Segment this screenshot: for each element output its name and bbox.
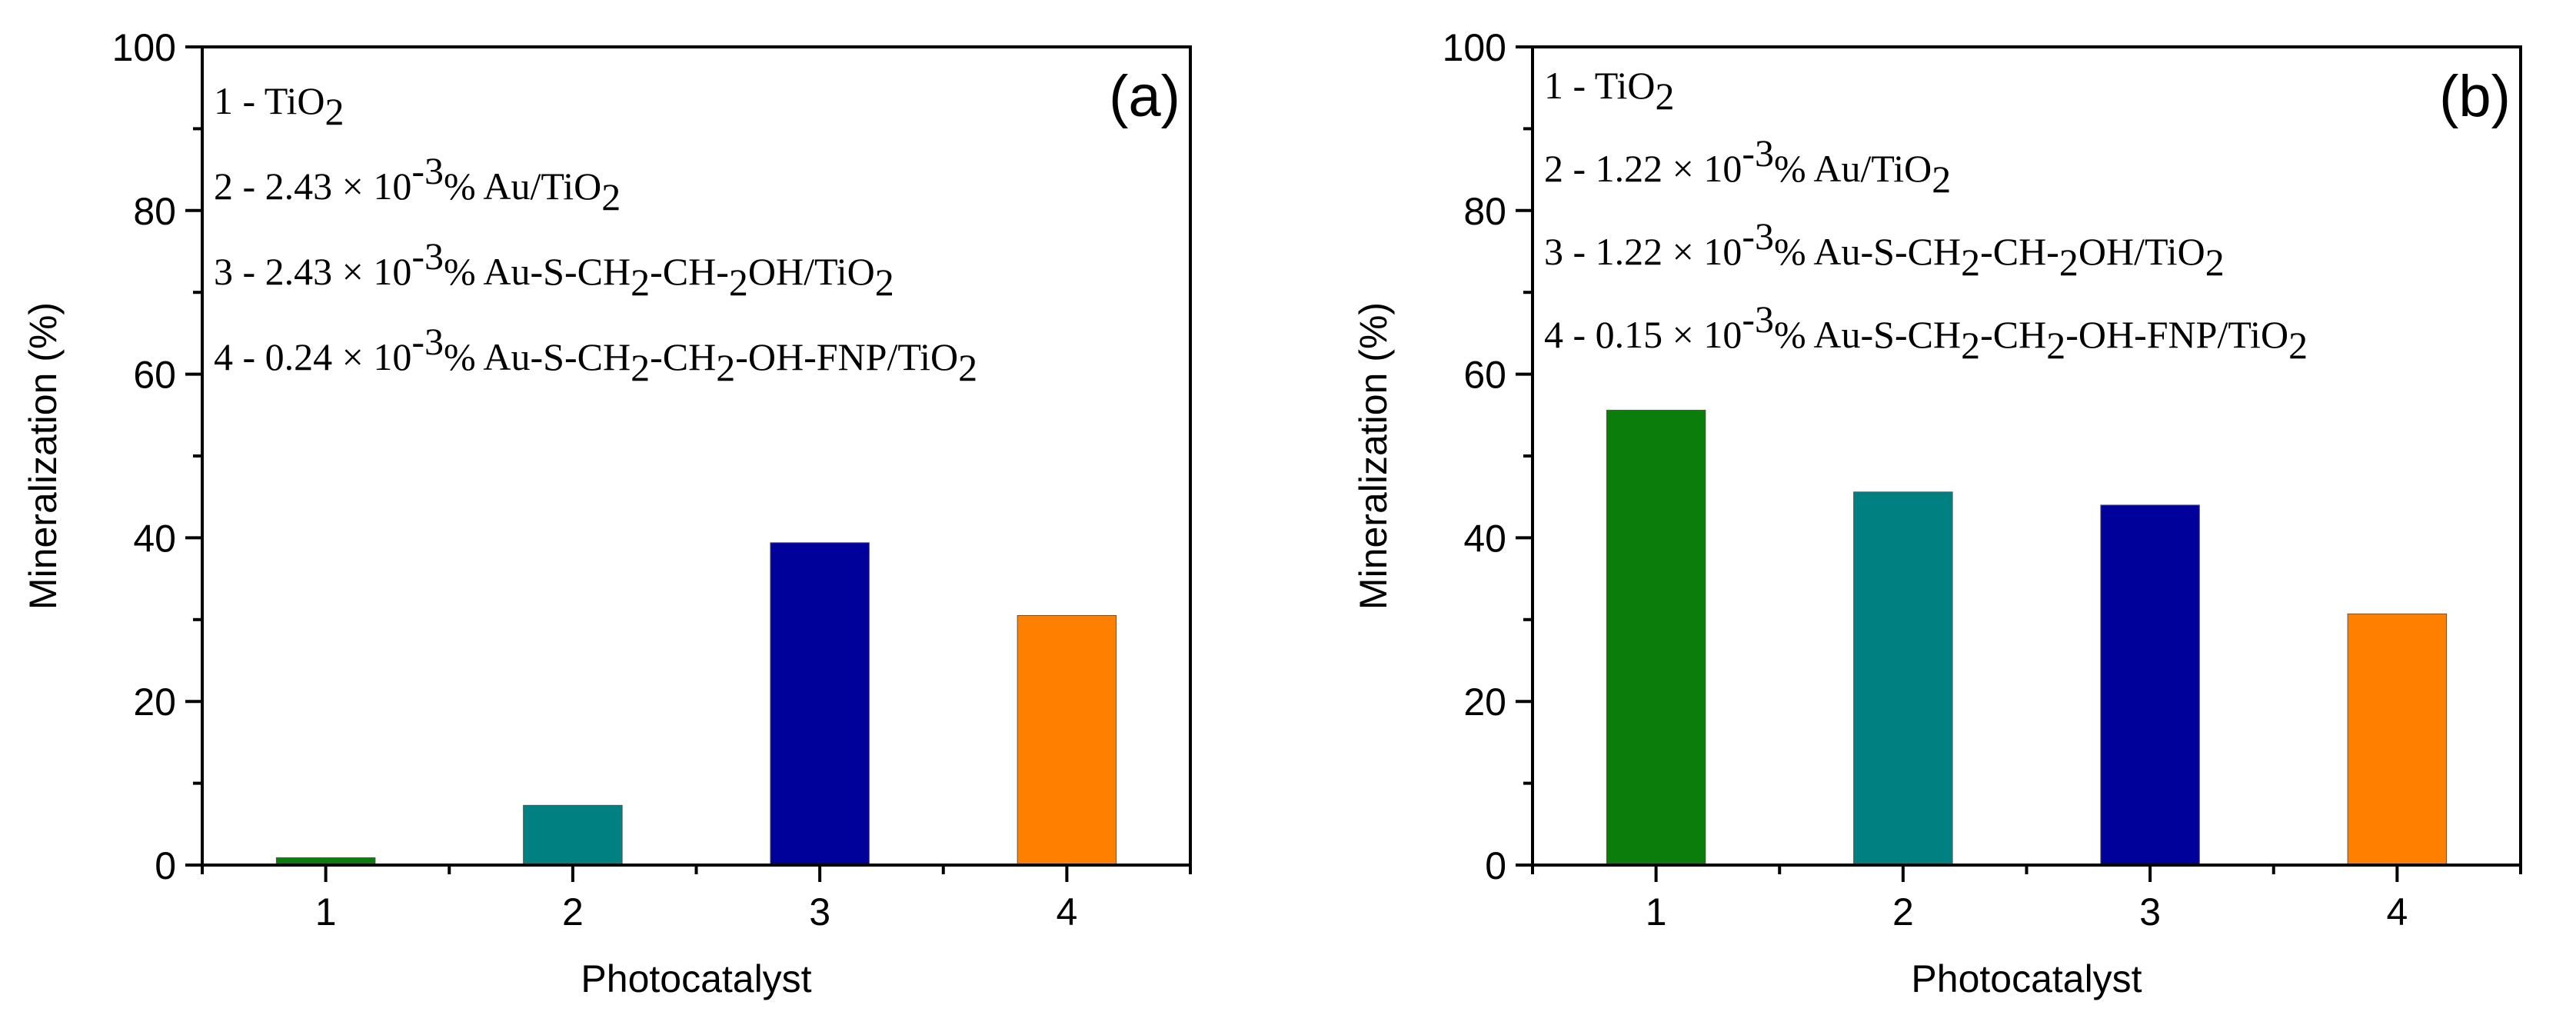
legend-text-run: % Au-S-CH [1774, 313, 1961, 356]
legend-subscript: 2 [729, 261, 748, 304]
y-axis-title: Mineralization (%) [1352, 302, 1395, 610]
bar-4 [1017, 614, 1117, 866]
legend-superscript: -3 [1742, 215, 1774, 258]
legend-subscript: 2 [1656, 75, 1675, 118]
bar-1 [1606, 409, 1706, 866]
x-axis-title: Photocatalyst [1911, 957, 2142, 1000]
legend-subscript: 2 [1961, 324, 1980, 367]
legend-entry-2: 2 - 1.22 × 10-3% Au/TiO2 [1544, 131, 1951, 201]
y-tick-label: 20 [1463, 681, 1506, 724]
legend-entry-4: 4 - 0.15 × 10-3% Au-S-CH2-CH2-OH-FNP/TiO… [1544, 298, 2308, 367]
bar-2 [1853, 491, 1953, 866]
legend-text-run: -CH [650, 335, 716, 378]
legend-superscript: -3 [411, 149, 444, 192]
legend-subscript: 2 [2046, 324, 2065, 367]
legend-subscript: 2 [2205, 241, 2225, 284]
y-axis-title: Mineralization (%) [22, 302, 65, 610]
legend-subscript: 2 [958, 346, 977, 389]
legend-text-run: 1 - TiO [214, 79, 325, 122]
y-tick-label: 0 [1485, 844, 1506, 887]
legend-text-run: -OH-FNP/TiO [735, 335, 958, 378]
legend-text-run: 4 - 0.24 × 10 [214, 335, 411, 378]
bar-2 [523, 804, 623, 866]
x-tick-label: 2 [1892, 890, 1914, 933]
legend-text-run: % Au/TiO [444, 165, 601, 208]
x-axis-title: Photocatalyst [581, 957, 811, 1000]
y-tick-label: 40 [133, 517, 176, 560]
legend-superscript: -3 [1742, 131, 1774, 175]
y-tick-label: 60 [133, 354, 176, 397]
legend-subscript: 2 [1961, 241, 1980, 284]
legend-text-run: % Au-S-CH [444, 250, 631, 293]
y-tick-label: 20 [133, 681, 176, 724]
legend-text-run: 3 - 2.43 × 10 [214, 250, 411, 293]
y-tick-label: 80 [133, 190, 176, 233]
y-tick-label: 80 [1463, 190, 1506, 233]
legend-entry-3: 3 - 2.43 × 10-3% Au-S-CH2-CH-2OH/TiO2 [214, 235, 894, 304]
legend-subscript: 2 [631, 261, 650, 304]
legend-subscript: 2 [875, 261, 894, 304]
legend-text-run: % Au/TiO [1774, 147, 1932, 190]
legend-text-run: 1 - TiO [1544, 64, 1656, 107]
x-tick-label: 1 [315, 890, 337, 933]
bar-3 [2100, 504, 2200, 866]
legend-subscript: 2 [2288, 324, 2308, 367]
panel-b: 0 20 40 60 80 100 1 2 3 4 Photocatalyst Mineralizat… [1352, 26, 2522, 1000]
legend-entry-1: 1 - TiO2 [1544, 64, 1675, 118]
y-tick-label: 100 [1443, 26, 1506, 69]
legend-entry-4: 4 - 0.24 × 10-3% Au-S-CH2-CH2-OH-FNP/TiO… [214, 320, 977, 389]
legend-text-run: -CH [1980, 313, 2046, 356]
legend-entry-3: 3 - 1.22 × 10-3% Au-S-CH2-CH-2OH/TiO2 [1544, 215, 2225, 284]
bar-4 [2347, 613, 2448, 866]
x-tick-label: 4 [1056, 890, 1077, 933]
legend-text-run: 2 - 1.22 × 10 [1544, 147, 1742, 190]
y-tick-label: 100 [112, 26, 176, 69]
legend-text-run: OH/TiO [2078, 230, 2205, 273]
bar-3 [770, 542, 870, 866]
panel-label: (b) [2439, 64, 2511, 129]
legend-superscript: -3 [411, 320, 444, 363]
legend-subscript: 2 [716, 346, 735, 389]
legend-text-run: -CH- [1980, 230, 2059, 273]
y-tick-label: 0 [155, 844, 176, 887]
x-tick-label: 3 [2139, 890, 2161, 933]
legend-text-run: -OH-FNP/TiO [2065, 313, 2288, 356]
legend-subscript: 2 [1932, 158, 1951, 201]
legend-subscript: 2 [325, 90, 344, 133]
legend-text-run: 4 - 0.15 × 10 [1544, 313, 1742, 356]
legend-text-run: % Au-S-CH [444, 335, 631, 378]
legend-entry-2: 2 - 2.43 × 10-3% Au/TiO2 [214, 149, 621, 218]
legend-superscript: -3 [1742, 298, 1774, 341]
x-tick-label: 2 [562, 890, 584, 933]
legend-text-run: 2 - 2.43 × 10 [214, 165, 411, 208]
legend-entry-1: 1 - TiO2 [214, 79, 344, 133]
legend-text-run: % Au-S-CH [1774, 230, 1961, 273]
legend-subscript: 2 [2059, 241, 2078, 284]
panel-label: (a) [1109, 64, 1180, 129]
legend-text-run: -CH- [650, 250, 729, 293]
y-tick-label: 60 [1463, 354, 1506, 397]
y-tick-label: 40 [1463, 517, 1506, 560]
panel-a: 0 20 40 60 80 100 1 2 3 4 Photocatalyst Mineralizat… [22, 26, 1192, 1000]
legend-text-run: OH/TiO [748, 250, 875, 293]
x-tick-label: 3 [809, 890, 830, 933]
legend-text-run: 3 - 1.22 × 10 [1544, 230, 1742, 273]
legend-subscript: 2 [601, 175, 621, 218]
legend-subscript: 2 [631, 346, 650, 389]
x-tick-label: 1 [1646, 890, 1667, 933]
legend-superscript: -3 [411, 235, 444, 278]
x-tick-label: 4 [2386, 890, 2408, 933]
